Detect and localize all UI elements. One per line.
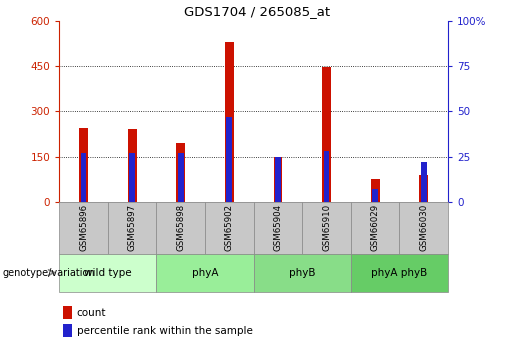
Text: GSM66030: GSM66030	[419, 204, 428, 251]
Text: GSM66029: GSM66029	[371, 204, 380, 251]
Text: GDS1704 / 265085_at: GDS1704 / 265085_at	[184, 5, 331, 18]
Text: GSM65904: GSM65904	[273, 204, 282, 251]
FancyBboxPatch shape	[157, 202, 205, 254]
Text: GSM65910: GSM65910	[322, 204, 331, 251]
Text: GSM65898: GSM65898	[176, 204, 185, 251]
Bar	[63, 324, 72, 337]
Bar	[371, 179, 380, 202]
Text: genotype/variation: genotype/variation	[3, 268, 95, 277]
Text: percentile rank within the sample: percentile rank within the sample	[77, 326, 252, 336]
Bar	[275, 157, 281, 202]
Text: phyB: phyB	[289, 268, 316, 277]
Bar	[178, 153, 184, 202]
FancyBboxPatch shape	[253, 202, 302, 254]
FancyBboxPatch shape	[108, 202, 157, 254]
Bar	[129, 153, 135, 202]
FancyBboxPatch shape	[157, 254, 253, 292]
FancyBboxPatch shape	[59, 254, 157, 292]
FancyBboxPatch shape	[59, 202, 108, 254]
Text: wild type: wild type	[84, 268, 132, 277]
Bar	[372, 189, 378, 202]
Text: phyA phyB: phyA phyB	[371, 268, 427, 277]
Bar	[63, 306, 72, 319]
Text: count: count	[77, 308, 106, 317]
FancyBboxPatch shape	[400, 202, 448, 254]
Text: phyA: phyA	[192, 268, 218, 277]
FancyBboxPatch shape	[302, 202, 351, 254]
Bar	[128, 129, 136, 202]
Bar	[176, 143, 185, 202]
Bar	[81, 153, 87, 202]
Bar	[225, 42, 234, 202]
Text: GSM65902: GSM65902	[225, 204, 234, 251]
Bar	[79, 128, 88, 202]
Bar	[419, 175, 428, 202]
FancyBboxPatch shape	[253, 254, 351, 292]
Text: GSM65896: GSM65896	[79, 204, 88, 251]
Bar	[322, 67, 331, 202]
Bar	[421, 162, 426, 202]
Bar	[273, 157, 282, 202]
FancyBboxPatch shape	[351, 202, 400, 254]
FancyBboxPatch shape	[205, 202, 253, 254]
Text: GSM65897: GSM65897	[128, 204, 136, 251]
Bar	[323, 151, 330, 202]
FancyBboxPatch shape	[351, 254, 448, 292]
Bar	[227, 117, 232, 202]
